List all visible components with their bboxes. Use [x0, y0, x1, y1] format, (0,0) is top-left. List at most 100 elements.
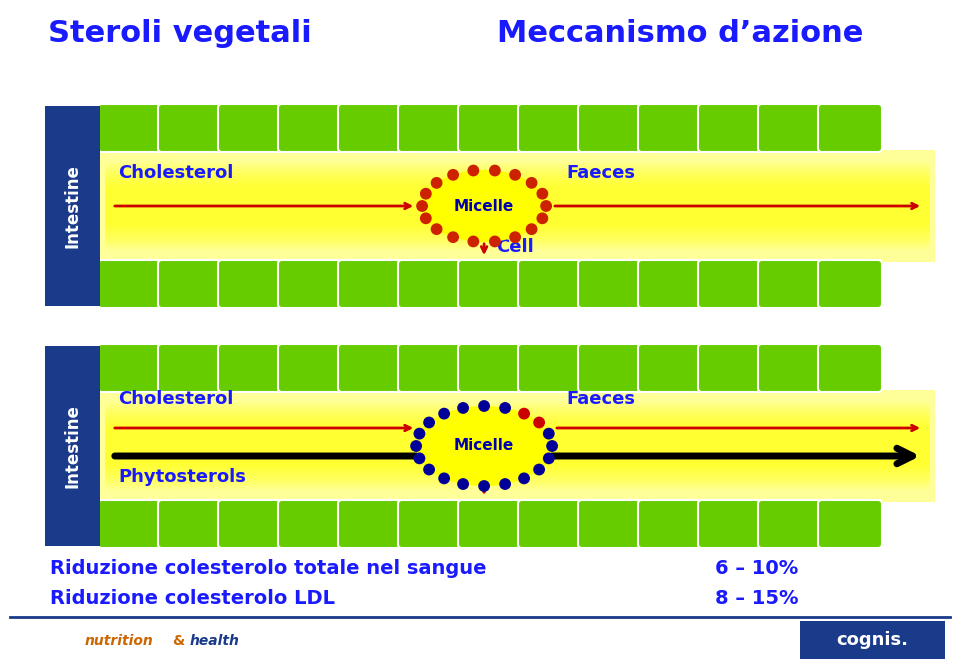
- FancyBboxPatch shape: [105, 413, 930, 479]
- FancyBboxPatch shape: [105, 428, 930, 463]
- FancyBboxPatch shape: [278, 344, 342, 392]
- FancyBboxPatch shape: [398, 344, 462, 392]
- FancyBboxPatch shape: [158, 344, 222, 392]
- Text: Cell: Cell: [496, 238, 534, 256]
- Circle shape: [431, 178, 442, 188]
- FancyBboxPatch shape: [105, 426, 930, 467]
- Text: Steroli vegetali: Steroli vegetali: [48, 19, 312, 48]
- FancyBboxPatch shape: [758, 500, 822, 548]
- FancyBboxPatch shape: [758, 344, 822, 392]
- FancyBboxPatch shape: [218, 104, 282, 152]
- Circle shape: [431, 224, 442, 235]
- FancyBboxPatch shape: [638, 500, 702, 548]
- FancyBboxPatch shape: [578, 104, 642, 152]
- Circle shape: [518, 408, 529, 419]
- Text: Micelle: Micelle: [454, 438, 515, 453]
- Circle shape: [526, 224, 537, 235]
- FancyBboxPatch shape: [458, 260, 522, 308]
- FancyBboxPatch shape: [638, 344, 702, 392]
- FancyBboxPatch shape: [698, 344, 762, 392]
- Circle shape: [543, 428, 554, 439]
- FancyBboxPatch shape: [758, 104, 822, 152]
- FancyBboxPatch shape: [105, 408, 930, 483]
- Circle shape: [468, 165, 478, 176]
- Text: health: health: [190, 634, 240, 648]
- FancyBboxPatch shape: [105, 407, 930, 485]
- FancyBboxPatch shape: [105, 406, 930, 486]
- FancyBboxPatch shape: [105, 176, 930, 236]
- FancyBboxPatch shape: [105, 427, 930, 465]
- FancyBboxPatch shape: [105, 186, 930, 227]
- Text: Phytosterols: Phytosterols: [118, 468, 246, 486]
- FancyBboxPatch shape: [105, 175, 930, 237]
- Circle shape: [439, 473, 449, 484]
- FancyBboxPatch shape: [105, 165, 930, 247]
- Circle shape: [424, 464, 434, 475]
- FancyBboxPatch shape: [105, 167, 930, 245]
- FancyBboxPatch shape: [458, 344, 522, 392]
- FancyBboxPatch shape: [105, 183, 930, 229]
- FancyBboxPatch shape: [278, 500, 342, 548]
- FancyBboxPatch shape: [818, 344, 882, 392]
- FancyBboxPatch shape: [105, 412, 930, 481]
- FancyBboxPatch shape: [105, 423, 930, 469]
- FancyBboxPatch shape: [105, 405, 930, 487]
- Circle shape: [500, 403, 511, 413]
- FancyBboxPatch shape: [105, 410, 930, 482]
- Circle shape: [543, 453, 554, 463]
- FancyBboxPatch shape: [398, 500, 462, 548]
- FancyBboxPatch shape: [818, 500, 882, 548]
- Text: nutrition: nutrition: [85, 634, 154, 648]
- FancyBboxPatch shape: [638, 104, 702, 152]
- Circle shape: [458, 479, 468, 489]
- Circle shape: [490, 165, 500, 176]
- FancyBboxPatch shape: [100, 150, 935, 262]
- Circle shape: [448, 170, 458, 180]
- FancyBboxPatch shape: [105, 184, 930, 228]
- FancyBboxPatch shape: [98, 500, 162, 548]
- Circle shape: [411, 441, 421, 451]
- Circle shape: [479, 481, 490, 491]
- FancyBboxPatch shape: [218, 500, 282, 548]
- FancyBboxPatch shape: [105, 187, 930, 225]
- Circle shape: [547, 441, 558, 451]
- FancyBboxPatch shape: [458, 104, 522, 152]
- FancyBboxPatch shape: [105, 403, 930, 488]
- Ellipse shape: [416, 406, 552, 486]
- FancyBboxPatch shape: [45, 106, 100, 306]
- FancyBboxPatch shape: [105, 169, 930, 243]
- Circle shape: [534, 417, 544, 428]
- FancyBboxPatch shape: [518, 500, 582, 548]
- FancyBboxPatch shape: [698, 104, 762, 152]
- Circle shape: [458, 403, 468, 413]
- Text: &: &: [172, 634, 184, 648]
- FancyBboxPatch shape: [800, 621, 945, 659]
- FancyBboxPatch shape: [338, 104, 402, 152]
- FancyBboxPatch shape: [458, 500, 522, 548]
- FancyBboxPatch shape: [398, 104, 462, 152]
- FancyBboxPatch shape: [105, 173, 930, 239]
- FancyBboxPatch shape: [518, 260, 582, 308]
- FancyBboxPatch shape: [698, 500, 762, 548]
- FancyBboxPatch shape: [105, 402, 930, 490]
- FancyBboxPatch shape: [105, 414, 930, 478]
- FancyBboxPatch shape: [278, 104, 342, 152]
- FancyBboxPatch shape: [98, 260, 162, 308]
- FancyBboxPatch shape: [98, 344, 162, 392]
- Text: Riduzione colesterolo totale nel sangue: Riduzione colesterolo totale nel sangue: [50, 559, 487, 578]
- Circle shape: [490, 236, 500, 247]
- FancyBboxPatch shape: [518, 344, 582, 392]
- Text: Meccanismo d’azione: Meccanismo d’azione: [497, 19, 863, 48]
- FancyBboxPatch shape: [105, 172, 930, 241]
- FancyBboxPatch shape: [105, 178, 930, 233]
- FancyBboxPatch shape: [158, 500, 222, 548]
- FancyBboxPatch shape: [105, 424, 930, 468]
- Circle shape: [468, 236, 478, 247]
- Circle shape: [439, 408, 449, 419]
- FancyBboxPatch shape: [105, 416, 930, 476]
- FancyBboxPatch shape: [818, 260, 882, 308]
- Circle shape: [510, 232, 520, 243]
- FancyBboxPatch shape: [105, 180, 930, 232]
- FancyBboxPatch shape: [338, 500, 402, 548]
- FancyBboxPatch shape: [398, 260, 462, 308]
